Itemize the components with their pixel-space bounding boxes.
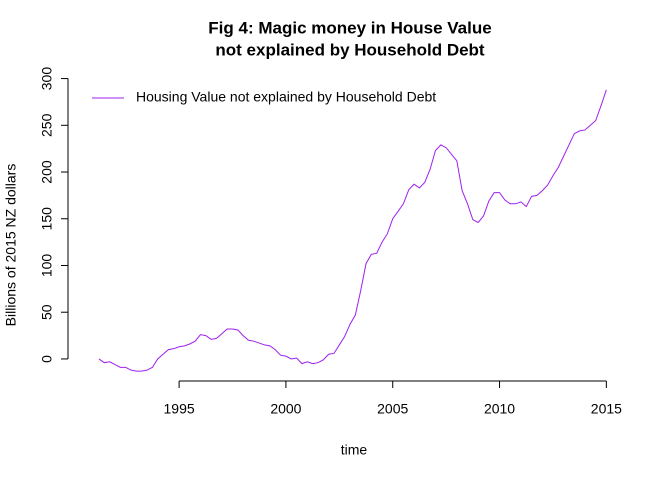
x-tick-label: 2005 (377, 401, 408, 417)
chart-title: Fig 4: Magic money in House Value (208, 18, 491, 37)
y-tick-label: 100 (39, 254, 55, 278)
y-tick-label: 200 (39, 160, 55, 184)
y-tick-label: 300 (39, 67, 55, 91)
y-tick-label: 50 (39, 304, 55, 320)
data-line (98, 89, 607, 372)
x-tick-label: 1995 (164, 401, 195, 417)
y-tick-label: 250 (39, 113, 55, 137)
x-tick-label: 2000 (270, 401, 301, 417)
x-tick-label: 2015 (591, 401, 622, 417)
y-tick-label: 150 (39, 207, 55, 231)
x-tick-label: 2010 (484, 401, 515, 417)
y-tick-label: 0 (39, 355, 55, 363)
legend-label: Housing Value not explained by Household… (136, 89, 436, 105)
x-axis-title: time (341, 442, 368, 458)
y-axis-title: Billions of 2015 NZ dollars (3, 164, 19, 327)
chart-title: not explained by Household Debt (215, 40, 485, 59)
